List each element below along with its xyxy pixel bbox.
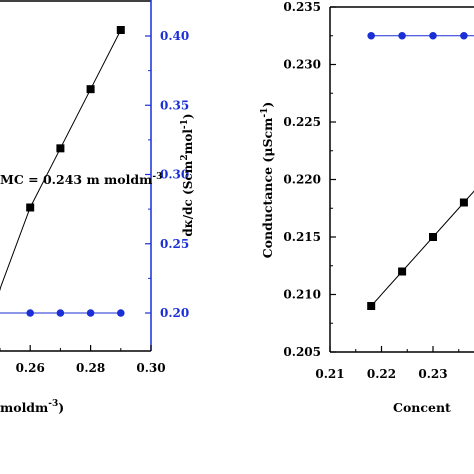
left-y2-tick-label: 0.25 <box>160 237 189 251</box>
right-y-tick-label: 0.225 <box>283 115 321 129</box>
left-x-axis-label: moldm-3) <box>0 399 64 415</box>
left-x-ticks: 0.26 0.28 0.30 <box>0 345 166 375</box>
left-y2-tick-label: 0.20 <box>160 306 189 320</box>
right-x-ticks: 0.21 0.22 0.23 <box>315 346 460 381</box>
left-x-tick-label: 0.26 <box>16 361 45 375</box>
left-annotation-sup: -3 <box>152 172 162 182</box>
left-y2-ticks: 0.20 0.25 0.30 0.35 0.40 <box>145 29 189 320</box>
right-data-point <box>398 267 407 276</box>
right-y-ticks: 0.205 0.210 0.215 0.220 0.225 0.230 0.235 <box>283 0 336 359</box>
right-x-tick-label: 0.23 <box>418 367 447 381</box>
right-data-point <box>367 302 376 310</box>
left-data-point <box>86 309 95 317</box>
right-y-label-sup: -1 <box>260 108 270 118</box>
right-data-point <box>460 31 468 40</box>
right-y-tick-label: 0.215 <box>283 230 321 244</box>
left-x-tick-label: 0.30 <box>136 361 165 375</box>
left-x-label-close: ) <box>58 400 64 415</box>
left-y2-tick-label: 0.40 <box>160 29 189 43</box>
left-series-line <box>0 29 122 292</box>
right-series-group <box>367 31 474 310</box>
right-y-tick-label: 0.230 <box>283 58 321 72</box>
left-data-point <box>117 309 125 317</box>
right-y-label-suffix: ) <box>260 102 275 108</box>
left-data-point <box>26 203 35 212</box>
left-annotation-text: MC = 0.243 m moldm <box>0 172 152 187</box>
right-data-point <box>367 31 376 40</box>
right-y-tick-label: 0.220 <box>283 173 321 187</box>
left-data-point <box>116 26 125 34</box>
right-series-line <box>370 190 474 307</box>
right-y-label-prefix: Conductance (μScm <box>260 118 275 259</box>
left-x-label-fragment: moldm <box>0 400 48 415</box>
left-y2-tick-label: 0.30 <box>160 168 189 182</box>
left-y2-label-mid: mol <box>181 129 195 155</box>
right-data-point <box>398 31 406 40</box>
right-chart: 0.21 0.22 0.23 0.2050.2100.2150.2200.2250.… <box>260 0 474 415</box>
left-x-tick-label: 0.28 <box>76 361 105 375</box>
left-data-point <box>56 144 65 153</box>
right-data-point <box>429 233 437 241</box>
left-y2-label-suffix: ) <box>181 113 195 119</box>
left-y2-axis-label: dκ/dc (Scm2mol-1) <box>180 113 195 236</box>
right-x-tick-label: 0.21 <box>315 367 344 381</box>
left-annotation: MC = 0.243 m moldm-3 <box>0 172 162 187</box>
right-y-tick-label: 0.210 <box>283 288 321 302</box>
left-y2-label-prefix: dκ/dc (Scm <box>181 160 195 236</box>
right-x-tick-label: 0.22 <box>367 367 396 381</box>
left-data-point <box>56 309 65 317</box>
left-y2-label-sup1: 2 <box>180 154 190 160</box>
right-x-axis-label: Concent <box>393 400 451 415</box>
right-y-tick-label: 0.205 <box>283 345 321 359</box>
left-y2-label-sup2: -1 <box>180 119 190 129</box>
right-y-tick-label: 0.235 <box>283 0 321 14</box>
left-x-label-exp: -3 <box>48 399 58 409</box>
left-chart: 0.26 0.28 0.30 0.20 0.25 0.30 0.35 0.40 dκ/dc … <box>0 0 195 415</box>
right-series-line <box>371 35 474 37</box>
left-data-point <box>26 309 34 317</box>
right-data-point <box>459 198 468 207</box>
left-data-point <box>86 85 95 94</box>
right-y-axis-label: Conductance (μScm-1) <box>260 102 275 259</box>
left-series-group <box>0 26 125 317</box>
left-y2-tick-label: 0.35 <box>160 98 189 112</box>
right-data-point <box>429 31 437 40</box>
